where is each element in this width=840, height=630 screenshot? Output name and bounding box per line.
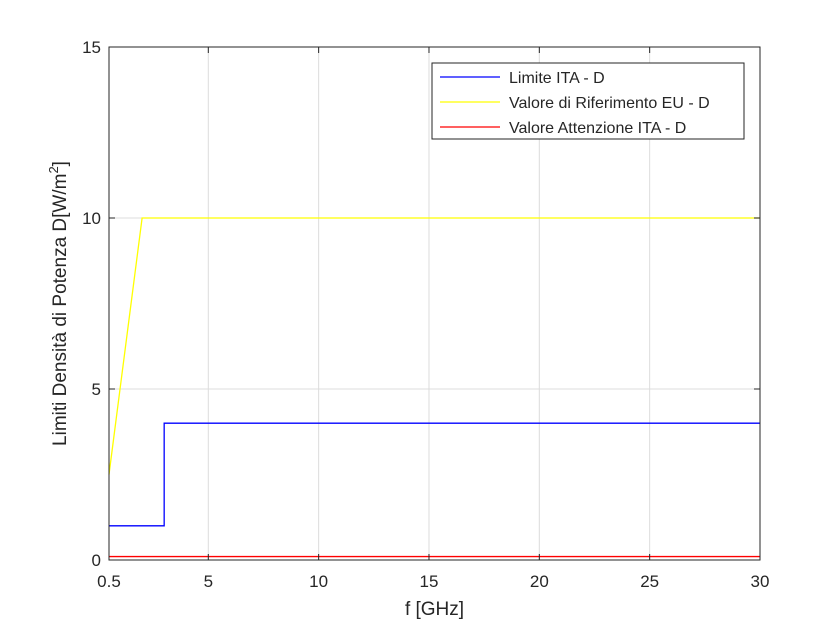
- y-axis-label-main: Limiti Densità di Potenza D[W/m: [50, 174, 71, 446]
- series-line-0: [109, 422, 760, 527]
- series-layer: [108, 217, 760, 558]
- legend-box: [431, 62, 745, 140]
- x-tick-labels: 0.5 5 10 15 20 25 30: [97, 572, 769, 591]
- x-tick-label: 5: [204, 572, 213, 591]
- y-tick-label: 0: [92, 551, 101, 570]
- y-tick-label: 15: [82, 38, 101, 57]
- x-tick-label: 25: [640, 572, 659, 591]
- legend-label-riferimento-eu: Valore di Riferimento EU - D: [509, 95, 710, 112]
- legend: Limite ITA - D Valore di Riferimento EU …: [431, 62, 745, 140]
- y-tick-label: 5: [92, 380, 101, 399]
- axes-box: [108, 46, 761, 561]
- x-tick-label: 30: [751, 572, 770, 591]
- y-axis-label-close: ]: [50, 161, 71, 166]
- x-tick-label: 0.5: [97, 572, 121, 591]
- y-tick-labels: 0 5 10 15: [82, 38, 101, 570]
- y-axis-label: Limiti Densità di Potenza D[W/m2]: [46, 161, 71, 446]
- ticks: [108, 46, 761, 561]
- x-tick-label: 20: [530, 572, 549, 591]
- y-tick-label: 10: [82, 209, 101, 228]
- x-tick-label: 10: [309, 572, 328, 591]
- y-axis-label-superscript: 2: [46, 166, 61, 173]
- legend-label-attenzione-ita: Valore Attenzione ITA - D: [509, 120, 686, 137]
- series-line-1: [108, 217, 760, 475]
- x-axis-label: f [GHz]: [405, 599, 464, 620]
- legend-label-limite-ita: Limite ITA - D: [509, 70, 605, 87]
- x-tick-label: 15: [420, 572, 439, 591]
